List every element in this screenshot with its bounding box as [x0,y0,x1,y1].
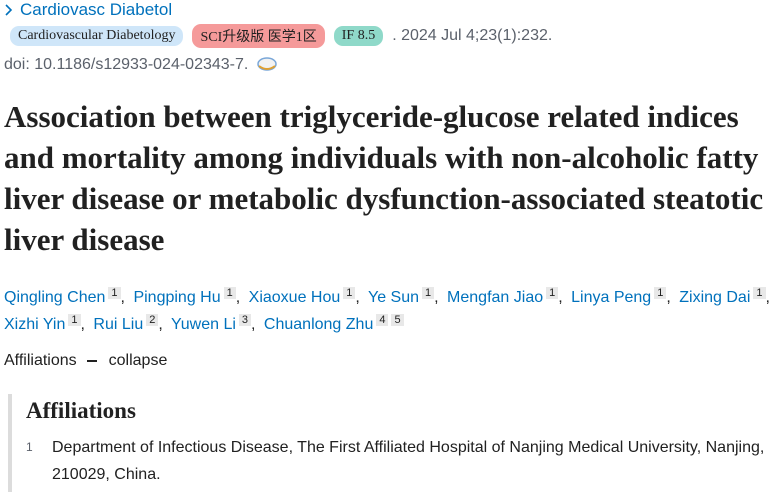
affiliation-item: 1 Department of Infectious Disease, The F… [26,434,778,488]
author: Yuwen Li 3, [170,314,260,333]
affiliation-ref[interactable]: 1 [223,287,236,299]
author-name[interactable]: Yuwen Li [170,316,236,333]
affiliation-ref[interactable]: 1 [546,287,559,299]
author: Chuanlong Zhu 4 5 [263,314,404,333]
author: Xizhi Yin 1, [4,314,89,333]
doi: doi: 10.1186/s12933-024-02343-7. [4,56,249,73]
doi-row: doi: 10.1186/s12933-024-02343-7. [4,56,278,74]
affiliations-toggle[interactable]: Affiliations collapse [4,352,167,370]
affiliation-text: Department of Infectious Disease, The Fi… [52,439,765,483]
separator: , [355,289,360,306]
author-name[interactable]: Chuanlong Zhu [263,316,374,333]
affiliation-ref[interactable]: 1 [422,287,435,299]
author-name[interactable]: Ye Sun [368,289,420,306]
author: Pingping Hu 1, [133,287,244,306]
author: Xiaoxue Hou 1, [248,287,364,306]
author: Zixing Dai 1, [679,287,774,306]
separator: , [558,289,563,306]
separator: , [765,289,770,306]
chevron-icon [5,4,13,16]
author: Ye Sun 1, [368,287,443,306]
separator: , [235,289,241,306]
doi-icon[interactable] [256,56,278,74]
affiliation-number: 1 [26,440,33,454]
affiliation-ref[interactable]: 1 [108,287,121,299]
author-name[interactable]: Linya Peng [571,289,652,306]
affiliation-ref[interactable]: 5 [391,314,404,326]
separator: , [80,316,85,333]
citation: . 2024 Jul 4;23(1):232. [392,27,553,44]
journal-abbrev[interactable]: Cardiovasc Diabetol [20,0,173,19]
separator: , [120,289,125,306]
separator: , [158,316,163,333]
affiliations: Affiliations 1 Department of Infectious D… [8,394,778,492]
affiliation-ref[interactable]: 4 [376,314,389,326]
affiliations-heading: Affiliations [26,398,136,423]
author: Qingling Chen 1, [4,287,129,306]
author-name[interactable]: Rui Liu [93,316,144,333]
author-name[interactable]: Pingping Hu [133,289,221,306]
author-name[interactable]: Xiaoxue Hou [248,289,341,306]
affiliation-ref[interactable]: 1 [343,287,356,299]
author-list: Qingling Chen 1, Pingping Hu 1, Xiaoxue Ho… [4,284,774,338]
toggle-action[interactable]: collapse [108,352,168,369]
author-name[interactable]: Zixing Dai [679,289,751,306]
affiliation-ref[interactable]: 1 [753,287,766,299]
article-title: Association between triglyceride-glucose… [4,99,764,257]
journal-link[interactable]: Cardiovasc Diabetol [4,0,172,20]
separator: , [251,316,256,333]
author: Mengfan Jiao 1, [447,287,567,306]
badge: SCI升级版 医学1区 [192,24,325,48]
badges: Cardiovascular Diabetology SCI升级版 医学1区 I… [10,24,552,48]
affiliation-ref[interactable]: 1 [68,314,81,326]
affiliation-ref[interactable]: 1 [654,287,667,299]
separator: , [434,289,439,306]
badge: Cardiovascular Diabetology [10,26,184,46]
separator: , [666,289,671,306]
author-name[interactable]: Qingling Chen [4,289,106,306]
affiliation-ref[interactable]: 2 [146,314,159,326]
author: Linya Peng 1, [571,287,675,306]
affiliation-ref[interactable]: 3 [238,314,252,326]
author-name[interactable]: Mengfan Jiao [447,289,544,306]
toggle-label: Affiliations [4,352,77,369]
author: Rui Liu 2, [93,314,166,333]
dash-icon [86,360,97,362]
author-name[interactable]: Xizhi Yin [4,316,66,333]
badge: IF 8.5 [333,26,384,46]
